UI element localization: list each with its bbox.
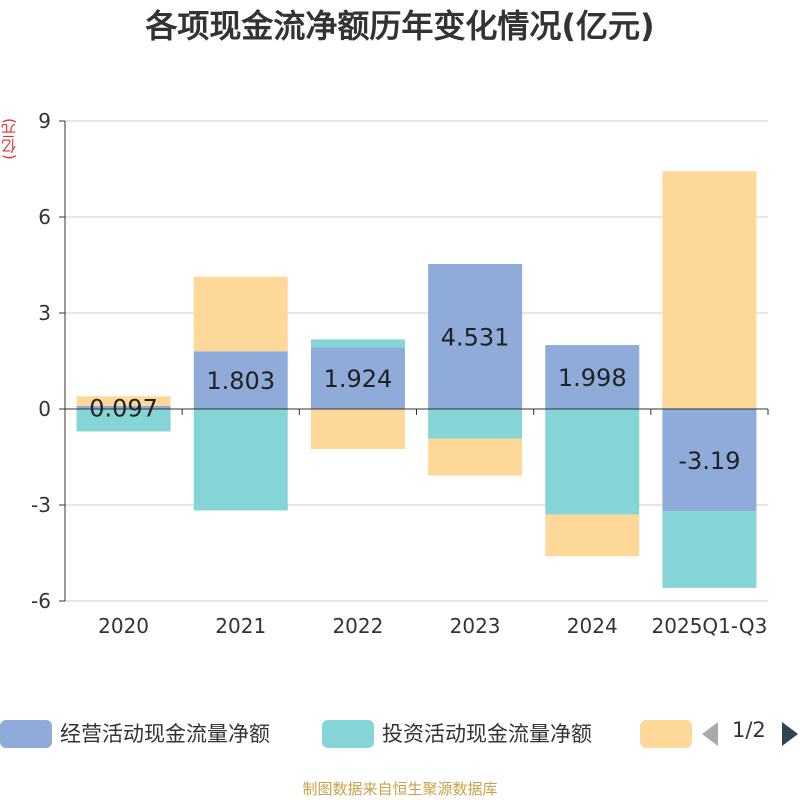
bar-investing <box>76 409 171 432</box>
data-label: 0.097 <box>89 394 158 422</box>
bar-investing <box>310 339 405 348</box>
y-tick-label: 9 <box>38 109 51 133</box>
bar-operating <box>193 351 288 409</box>
y-tick-label: 3 <box>38 301 51 325</box>
cashflow-chart: -6 -3 0 3 6 9 2020 2021 2022 2023 2024 2025Q1-Q3 0.0… <box>31 109 769 638</box>
y-tick-label: -3 <box>31 493 51 517</box>
bar-financing <box>193 276 288 352</box>
x-tick-label: 2023 <box>450 614 501 638</box>
bar-investing <box>193 409 288 511</box>
pager-text: 1/2 <box>732 718 766 742</box>
pager-prev-icon[interactable] <box>702 722 718 746</box>
bar-financing <box>428 438 523 476</box>
bar-investing <box>428 409 523 439</box>
legend-label-operating: 经营活动现金流量净额 <box>60 722 270 746</box>
chart-title: 各项现金流净额历年变化情况(亿元) <box>145 7 655 45</box>
bar-financing <box>545 514 640 557</box>
source-footer: 制图数据来自恒生聚源数据库 <box>302 780 498 798</box>
bar-financing <box>76 396 171 406</box>
data-label: 4.531 <box>441 324 510 352</box>
y-tick-label: 6 <box>38 205 51 229</box>
bar-financing <box>310 409 405 449</box>
bar-operating <box>662 409 757 512</box>
y-tick-label: 0 <box>38 397 51 421</box>
y-tick-label: -6 <box>31 589 51 613</box>
bar-investing <box>545 409 640 515</box>
bar-investing <box>662 511 757 588</box>
legend-swatch-financing <box>640 720 692 748</box>
legend-swatch-investing <box>322 720 374 748</box>
legend-pager: 1/2 <box>700 716 800 752</box>
legend: 经营活动现金流量净额 投资活动现金流量净额 1/2 <box>0 716 800 756</box>
data-label: 1.803 <box>206 367 275 395</box>
bar-operating <box>310 347 405 409</box>
x-tick-label: 2025Q1-Q3 <box>652 614 768 638</box>
pager-next-icon[interactable] <box>782 722 798 746</box>
legend-swatch-operating <box>0 720 52 748</box>
x-tick-label: 2024 <box>567 614 618 638</box>
x-tick-label: 2022 <box>332 614 383 638</box>
data-label: 1.998 <box>558 364 627 392</box>
legend-label-investing: 投资活动现金流量净额 <box>382 722 592 746</box>
bar-financing <box>662 171 757 409</box>
bar-operating <box>76 405 171 409</box>
data-label: -3.19 <box>678 447 740 475</box>
x-tick-label: 2021 <box>215 614 266 638</box>
x-tick-label: 2020 <box>98 614 149 638</box>
data-label: 1.924 <box>324 365 393 393</box>
bar-operating <box>545 345 640 409</box>
bar-operating <box>428 264 523 409</box>
